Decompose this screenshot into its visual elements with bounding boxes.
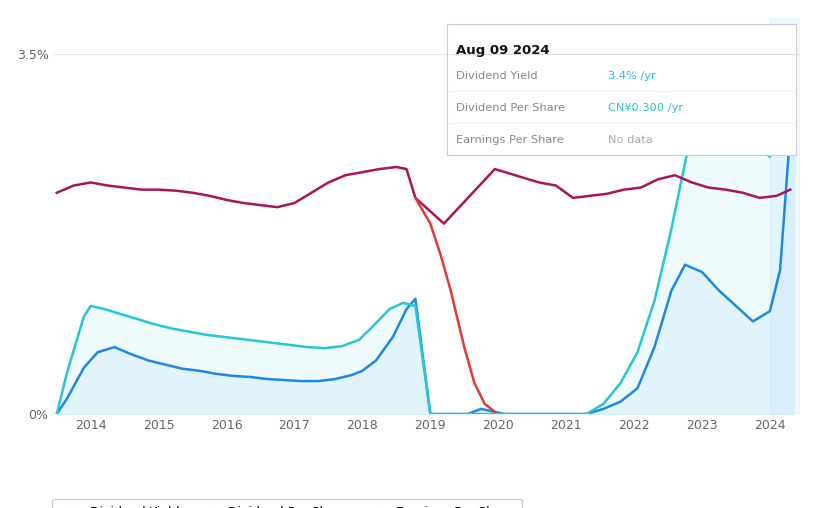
Text: Earnings Per Share: Earnings Per Share — [456, 136, 564, 145]
Text: CN¥0.300 /yr: CN¥0.300 /yr — [608, 103, 683, 113]
Text: 3.4% /yr: 3.4% /yr — [608, 71, 655, 81]
Text: Dividend Yield: Dividend Yield — [456, 71, 538, 81]
Text: No data: No data — [608, 136, 652, 145]
Text: Dividend Per Share: Dividend Per Share — [456, 103, 566, 113]
Legend: Dividend Yield, Dividend Per Share, Earnings Per Share: Dividend Yield, Dividend Per Share, Earn… — [53, 499, 522, 508]
Bar — [770, 18, 800, 414]
Text: Past: Past — [773, 59, 798, 73]
Text: Aug 09 2024: Aug 09 2024 — [456, 44, 550, 57]
